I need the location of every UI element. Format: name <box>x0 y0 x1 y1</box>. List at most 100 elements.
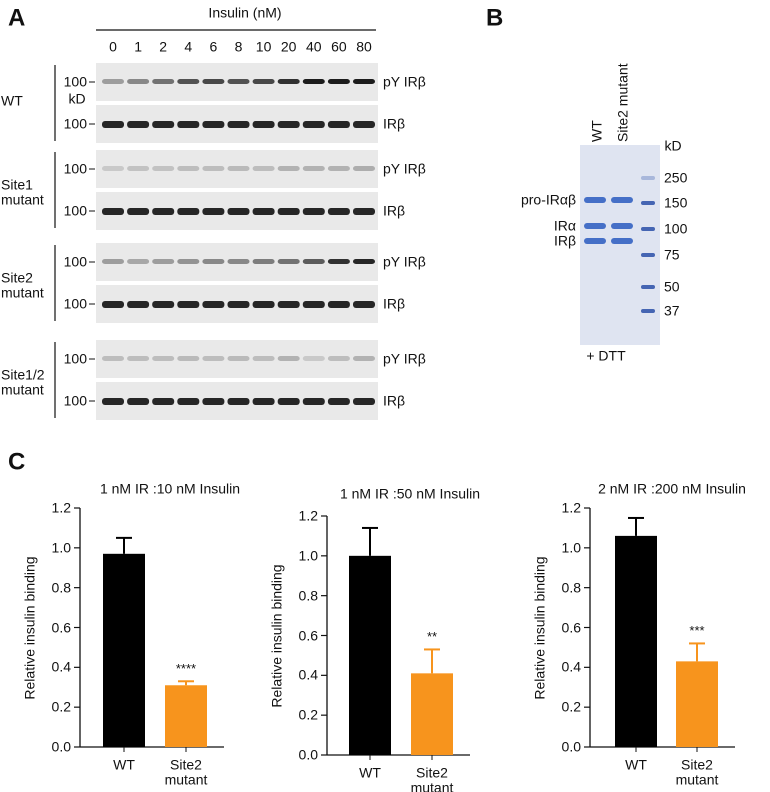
chart-title: 1 nM IR :50 nM Insulin <box>339 485 481 502</box>
x-tick-label: WT <box>625 756 647 773</box>
band-label: IRα <box>553 217 576 234</box>
blot-band <box>227 398 250 405</box>
blot-band <box>102 208 124 215</box>
marker-label: 100 <box>664 220 688 237</box>
blot-band <box>327 121 350 128</box>
chart-title: 2 nM IR :200 nM Insulin <box>598 480 746 497</box>
blot-band <box>353 121 375 128</box>
row-label: IRβ <box>383 392 406 409</box>
significance-label: **** <box>175 661 197 677</box>
concentration-label: 80 <box>356 38 372 55</box>
blot-band <box>102 301 124 308</box>
blot-band <box>127 121 150 128</box>
bar <box>103 553 145 747</box>
blot-band <box>327 79 350 84</box>
blot-band <box>127 398 150 405</box>
x-tick-label: Site2 mutant <box>675 756 719 787</box>
y-tick-label: 0.6 <box>298 627 318 644</box>
blot-band <box>202 398 225 405</box>
x-tick-label: Site2 mutant <box>164 756 208 787</box>
axis-title: Insulin (nM) <box>208 4 282 21</box>
concentration-label: 4 <box>184 38 193 55</box>
blot-band <box>102 259 124 264</box>
blot-band <box>353 259 375 264</box>
ladder-band <box>641 176 655 180</box>
blot-band <box>177 301 200 308</box>
marker-label: 100 <box>63 202 87 219</box>
blot-band <box>277 398 300 405</box>
ladder-band <box>641 309 655 313</box>
blot-band <box>327 208 350 215</box>
marker-label: 75 <box>664 246 680 263</box>
blot-band <box>127 166 150 171</box>
y-tick-label: 0.8 <box>298 587 318 604</box>
blot-band <box>277 208 300 215</box>
concentration-label: 1 <box>134 38 142 55</box>
blot-band <box>102 398 124 405</box>
blot-band <box>327 301 350 308</box>
blot-band <box>177 259 200 264</box>
unit-label: kD <box>68 90 86 107</box>
blot-band <box>102 356 124 361</box>
row-label: pY IRβ <box>383 73 426 90</box>
marker-label: 100 <box>63 253 87 270</box>
lane-label: WT <box>588 120 605 142</box>
ladder-band <box>641 285 655 289</box>
blot-band <box>177 208 200 215</box>
blot-band <box>327 166 350 171</box>
y-tick-label: 1.0 <box>298 547 318 564</box>
blot-band <box>353 166 375 171</box>
blot-band <box>227 208 250 215</box>
blot-band <box>327 356 350 361</box>
gel <box>580 145 660 345</box>
unit-label: kD <box>664 137 682 154</box>
blot-band <box>252 79 275 84</box>
blot-band <box>227 301 250 308</box>
blot-strip <box>96 150 378 188</box>
blot-band <box>302 259 325 264</box>
blot-band <box>302 356 325 361</box>
blot-band <box>152 301 175 308</box>
panel-label: A <box>8 4 26 32</box>
blot-band <box>152 356 175 361</box>
gel-band <box>611 238 633 244</box>
blot-band <box>102 79 124 84</box>
blot-band <box>202 301 225 308</box>
y-tick-label: 0.0 <box>561 738 581 755</box>
y-tick-label: 0.6 <box>51 619 71 636</box>
blot-band <box>177 121 200 128</box>
blot-band <box>252 208 275 215</box>
y-tick-label: 1.2 <box>561 499 581 516</box>
blot-band <box>177 166 200 171</box>
gel-band <box>584 197 606 203</box>
ladder-band <box>641 227 655 231</box>
y-tick-label: 0.4 <box>51 658 71 675</box>
y-tick-label: 0.2 <box>298 706 318 723</box>
blot-band <box>277 301 300 308</box>
blot-strip <box>96 340 378 378</box>
concentration-label: 10 <box>255 38 272 55</box>
blot-band <box>127 356 150 361</box>
lane-label: Site2 mutant <box>614 63 631 142</box>
blot-band <box>127 79 150 84</box>
blot-band <box>277 166 300 171</box>
marker-label: 100 <box>63 295 87 312</box>
gel-band <box>611 197 633 203</box>
blot-band <box>252 356 275 361</box>
row-label: IRβ <box>383 295 406 312</box>
blot-band <box>202 166 225 171</box>
blot-band <box>302 79 325 84</box>
y-axis-label: Relative insulin binding <box>21 555 38 700</box>
marker-label: 250 <box>664 169 688 186</box>
marker-label: 150 <box>664 194 688 211</box>
x-tick-label: WT <box>359 764 381 781</box>
blot-band <box>302 121 325 128</box>
bar <box>411 673 453 755</box>
y-axis-label: Relative insulin binding <box>531 555 548 700</box>
bar <box>165 685 207 747</box>
concentration-label: 60 <box>331 38 347 55</box>
significance-label: ** <box>426 629 438 645</box>
blot-band <box>152 121 175 128</box>
blot-band <box>227 79 250 84</box>
blot-band <box>302 208 325 215</box>
